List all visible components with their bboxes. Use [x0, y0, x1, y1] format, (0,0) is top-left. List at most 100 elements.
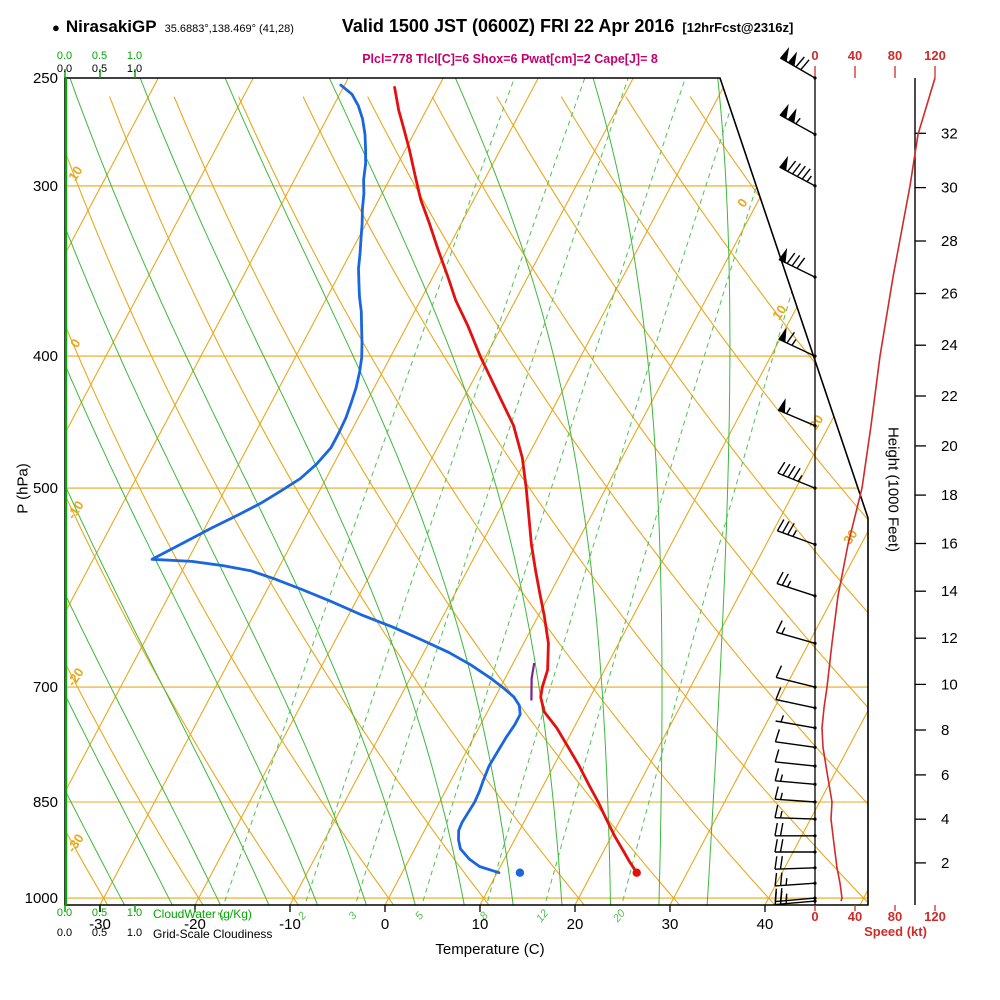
- wind-barb: [774, 822, 817, 838]
- cloudwater-scale-value: 0.5: [91, 907, 108, 919]
- dry-adiabat-line: [65, 96, 507, 905]
- cloudiness-axis-label: Grid-Scale Cloudiness: [153, 927, 273, 941]
- moist-adiabat-line: [224, 78, 517, 905]
- mixing-ratio-label: 3: [346, 909, 360, 922]
- moist-adiabat-line: [328, 78, 564, 905]
- cloudiness-scale-bottom: 0.0 0.5 1.0: [47, 927, 152, 939]
- mixing-ratio-line: [347, 78, 629, 905]
- isotherm-line: [289, 78, 729, 905]
- dry-adiabat-line: [173, 96, 700, 905]
- height-tick-label: 10: [941, 676, 958, 693]
- surface-temperature-dot: [632, 868, 641, 877]
- dry-adiabat-label: -20: [64, 665, 87, 689]
- height-axis-title: Height (1000 Feet): [884, 426, 902, 553]
- wind-barb: [775, 687, 817, 710]
- mixing-ratio-line: [479, 78, 742, 905]
- isotherm-line: [669, 78, 868, 905]
- moist-adiabat-line: [65, 78, 327, 905]
- wind-barbs: [774, 46, 817, 906]
- wind-barb: [774, 888, 817, 903]
- temperature-tick-label: -30: [89, 916, 111, 933]
- wind-barb: [774, 749, 817, 768]
- wind-barb: [777, 398, 817, 428]
- temperature-tick-label: 0: [381, 916, 389, 933]
- cloudwater-scale-bottom: 0.0 0.5 1.0: [47, 907, 152, 919]
- moist-adiabat-line: [705, 78, 731, 905]
- wind-speed-curve: [821, 77, 936, 902]
- speed-axis-title: Speed (kt): [864, 924, 927, 939]
- cloudiness-scale-value: 0.0: [56, 927, 73, 939]
- pressure-tick-label: 250: [33, 70, 58, 87]
- wind-barb: [774, 872, 817, 887]
- moist-adiabat-line: [139, 78, 469, 905]
- wind-barb: [778, 327, 817, 358]
- isotherm-line: [99, 78, 539, 905]
- height-tick-label: 28: [941, 233, 958, 250]
- cloudwater-scale-value: 0.5: [91, 50, 108, 62]
- isotherm-label: 20: [806, 412, 827, 432]
- cloudiness-scale-value: 0.5: [91, 63, 108, 75]
- height-tick-label: 22: [941, 388, 958, 405]
- dry-adiabat-line: [560, 96, 868, 905]
- isotherm-line: [384, 78, 824, 905]
- height-tick-label: 6: [941, 767, 949, 784]
- station-marker-icon: ●: [52, 20, 60, 35]
- height-tick-label: 8: [941, 722, 949, 739]
- pressure-tick-label: 1000: [25, 890, 58, 907]
- moist-adiabat-line: [454, 78, 612, 905]
- dry-adiabat-line: [65, 96, 411, 905]
- speed-tick-label: 40: [848, 909, 862, 924]
- dry-adiabat-line: [431, 96, 868, 905]
- dry-adiabat-line: [65, 96, 218, 905]
- cloudwater-scale-value: 0.0: [56, 50, 73, 62]
- moist-adiabat-line: [65, 78, 374, 905]
- mixing-ratio-line: [215, 78, 515, 905]
- cloudwater-axis-label: CloudWater (g/Kg): [153, 907, 252, 921]
- pressure-tick-label: 300: [33, 178, 58, 195]
- isotherm-line: [194, 78, 634, 905]
- wind-barb: [774, 804, 817, 821]
- speed-tick-label: 120: [924, 909, 946, 924]
- wind-barb: [775, 665, 817, 689]
- height-tick-label: 20: [941, 438, 958, 455]
- dewpoint-curve: [150, 83, 522, 875]
- isotherm-line: [859, 78, 868, 905]
- pressure-axis-title: P (hPa): [14, 463, 32, 514]
- station-coords: 35.6883°,138.469° (41,28): [164, 23, 294, 35]
- temperature-tick-label: 20: [567, 916, 584, 933]
- height-tick-label: 24: [941, 337, 958, 354]
- mixing-ratio-line: [414, 78, 686, 905]
- forecast-label: [12hrFcst@2316z]: [682, 20, 794, 35]
- isotherm-line: [574, 78, 868, 905]
- wind-barb: [776, 519, 817, 547]
- dry-adiabat-line: [65, 96, 122, 905]
- wind-barb: [779, 103, 817, 136]
- temperature-curve: [393, 86, 639, 875]
- wind-barb: [779, 155, 817, 188]
- height-tick-label: 2: [941, 855, 949, 872]
- height-tick-label: 4: [941, 811, 949, 828]
- height-tick-label: 12: [941, 630, 958, 647]
- cloudiness-scale-top: 0.0 0.5 1.0: [47, 63, 152, 75]
- moist-adiabat-line: [592, 78, 663, 905]
- height-tick-label: 14: [941, 583, 958, 600]
- cloudwater-scale-value: 1.0: [126, 50, 143, 62]
- moist-adiabat-line: [69, 78, 422, 905]
- temperature-tick-label: 30: [662, 916, 679, 933]
- pressure-tick-label: 700: [33, 679, 58, 696]
- wind-barb: [774, 786, 817, 804]
- speed-tick-label: 0: [811, 909, 818, 924]
- cloudwater-scale-top: 0.0 0.5 1.0: [47, 50, 152, 62]
- plot-labels: 1 2 3 5 8 12 200102030100-10-20-30250300400500…: [25, 48, 958, 933]
- surface-dewpoint-dot: [515, 868, 525, 877]
- dry-adiabat-label: 10: [65, 163, 86, 183]
- dry-adiabat-line: [625, 96, 868, 905]
- mixing-ratio-line: [615, 78, 856, 905]
- wind-barb: [776, 571, 817, 598]
- wind-barb: [779, 46, 817, 80]
- speed-tick-label: 120: [924, 48, 946, 63]
- moist-adiabat-line: [65, 78, 232, 905]
- mixing-ratio-label: 20: [610, 907, 628, 926]
